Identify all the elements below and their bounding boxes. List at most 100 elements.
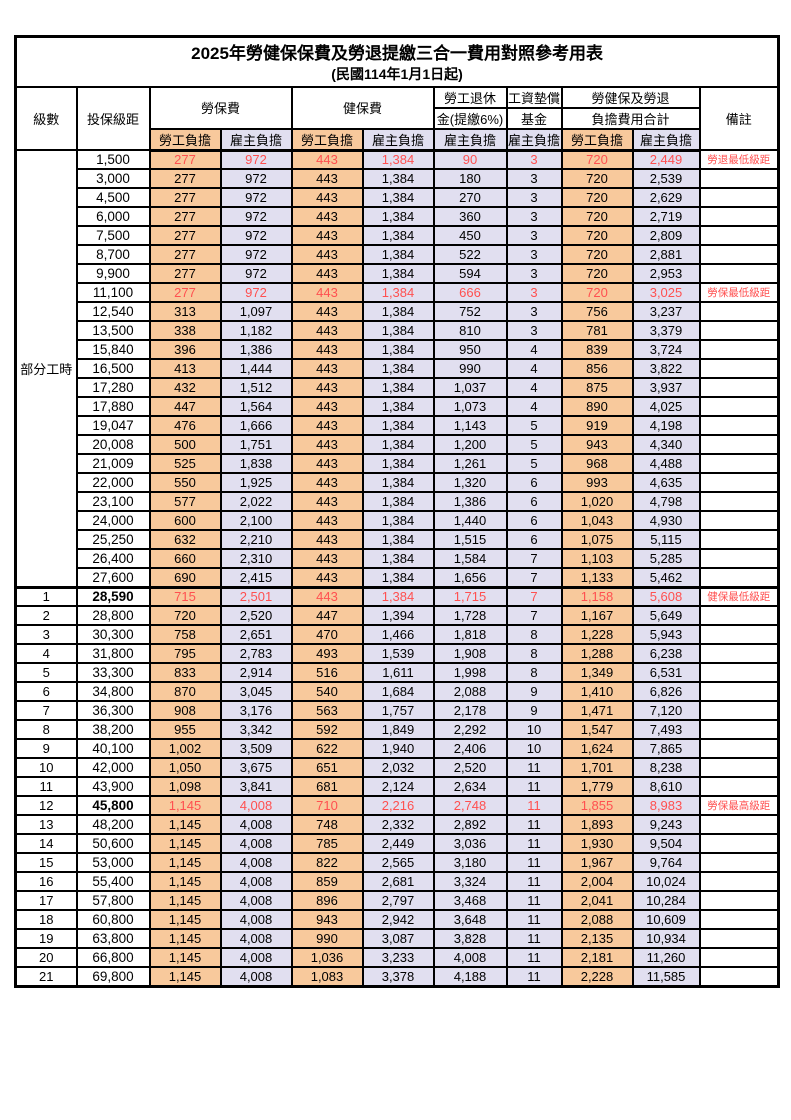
value-cell: 7,120 [631, 700, 701, 721]
value-cell: 1,512 [219, 377, 293, 398]
header-row-burden: 勞工負擔 雇主負擔 勞工負擔 雇主負擔 雇主負擔 雇主負擔 勞工負擔 雇主負擔 [16, 127, 779, 152]
table-row: 14 50,600 1,145 4,008 785 2,449 3,036 11 1,930 9,… [14, 833, 780, 854]
level-cell: 10 [14, 757, 78, 778]
value-cell: 5 [505, 453, 563, 474]
value-cell: 4,008 [219, 928, 293, 949]
value-cell: 6 [505, 491, 563, 512]
note-cell [698, 548, 780, 569]
value-cell: 1,145 [148, 871, 222, 892]
salary-cell: 45,800 [75, 795, 151, 816]
value-cell: 720 [560, 168, 634, 189]
value-cell: 277 [148, 225, 222, 246]
table-row: 6,000 277 972 443 1,384 360 3 720 2,719 [16, 206, 780, 227]
value-cell: 443 [290, 149, 364, 170]
header-hi-employee: 勞工負擔 [290, 127, 364, 152]
value-cell: 9,504 [631, 833, 701, 854]
value-cell: 972 [219, 187, 293, 208]
value-cell: 4 [505, 358, 563, 379]
value-cell: 3,045 [219, 681, 293, 702]
value-cell: 3,025 [631, 282, 701, 303]
value-cell: 9 [505, 681, 563, 702]
value-cell: 5,462 [631, 567, 701, 588]
page-title: 2025年勞健保保費及勞退提繳三合一費用對照參考用表 [191, 44, 603, 64]
value-cell: 443 [290, 358, 364, 379]
value-cell: 822 [290, 852, 364, 873]
value-cell: 3,237 [631, 301, 701, 322]
value-cell: 6,531 [631, 662, 701, 683]
value-cell: 2,100 [219, 510, 293, 531]
value-cell: 4 [505, 396, 563, 417]
salary-cell: 28,800 [75, 605, 151, 626]
salary-cell: 13,500 [75, 320, 151, 341]
value-cell: 1,386 [219, 339, 293, 360]
value-cell: 632 [148, 529, 222, 550]
table-row: 5 33,300 833 2,914 516 1,611 1,998 8 1,349 6,531 [14, 662, 780, 683]
value-cell: 1,440 [432, 510, 508, 531]
header-salary-bracket: 投保級距 [75, 85, 151, 151]
value-cell: 785 [290, 833, 364, 854]
value-cell: 2,216 [361, 795, 435, 816]
value-cell: 1,444 [219, 358, 293, 379]
value-cell: 3 [505, 263, 563, 284]
value-cell: 3,036 [432, 833, 508, 854]
header-wage-fund-line1: 工資墊償 [505, 85, 563, 109]
value-cell: 277 [148, 263, 222, 284]
value-cell: 2,022 [219, 491, 293, 512]
value-cell: 443 [290, 282, 364, 303]
value-cell: 2,651 [219, 624, 293, 645]
value-cell: 5 [505, 415, 563, 436]
salary-cell: 24,000 [75, 510, 151, 531]
value-cell: 3,180 [432, 852, 508, 873]
value-cell: 2,629 [631, 187, 701, 208]
value-cell: 1,838 [219, 453, 293, 474]
value-cell: 972 [219, 282, 293, 303]
value-cell: 476 [148, 415, 222, 436]
value-cell: 577 [148, 491, 222, 512]
header-total-employer: 雇主負擔 [631, 127, 701, 152]
value-cell: 1,384 [361, 491, 435, 512]
salary-cell: 38,200 [75, 719, 151, 740]
value-cell: 1,073 [432, 396, 508, 417]
value-cell: 1,384 [361, 529, 435, 550]
value-cell: 720 [560, 206, 634, 227]
table-row: 19,047 476 1,666 443 1,384 1,143 5 919 4,198 [16, 415, 780, 436]
value-cell: 4,198 [631, 415, 701, 436]
value-cell: 594 [432, 263, 508, 284]
value-cell: 10,609 [631, 909, 701, 930]
table-row: 部分工時 1,500 277 972 443 1,384 90 3 720 2,449 勞退最低級距 [14, 149, 780, 588]
level-cell: 20 [14, 947, 78, 968]
header-hi-employer: 雇主負擔 [361, 127, 435, 152]
salary-cell: 15,840 [75, 339, 151, 360]
salary-cell: 6,000 [75, 206, 151, 227]
salary-cell: 28,590 [75, 585, 151, 607]
table-header: 2025年勞健保保費及勞退提繳三合一費用對照參考用表 (民國114年1月1日起)… [14, 35, 780, 152]
value-cell: 7 [505, 548, 563, 569]
value-cell: 4,008 [219, 871, 293, 892]
value-cell: 710 [290, 795, 364, 816]
value-cell: 1,103 [560, 548, 634, 569]
note-cell [698, 624, 780, 645]
value-cell: 993 [560, 472, 634, 493]
table-row: 18 60,800 1,145 4,008 943 2,942 3,648 11 2,088 10… [14, 909, 780, 930]
table-row: 8 38,200 955 3,342 592 1,849 2,292 10 1,547 7,493 [14, 719, 780, 740]
value-cell: 1,384 [361, 339, 435, 360]
table-row: 19 63,800 1,145 4,008 990 3,087 3,828 11 2,135 10… [14, 928, 780, 949]
value-cell: 896 [290, 890, 364, 911]
header-level: 級數 [14, 85, 78, 151]
value-cell: 443 [290, 567, 364, 588]
value-cell: 1,143 [432, 415, 508, 436]
value-cell: 2,415 [219, 567, 293, 588]
value-cell: 3,648 [432, 909, 508, 930]
table-title-block: 2025年勞健保保費及勞退提繳三合一費用對照參考用表 (民國114年1月1日起) [14, 35, 780, 88]
salary-cell: 22,000 [75, 472, 151, 493]
value-cell: 972 [219, 225, 293, 246]
value-cell: 1,320 [432, 472, 508, 493]
value-cell: 11 [505, 966, 563, 987]
value-cell: 1,893 [560, 814, 634, 835]
level-group-cell: 部分工時 [14, 149, 78, 588]
value-cell: 277 [148, 206, 222, 227]
value-cell: 443 [290, 510, 364, 531]
value-cell: 4,008 [219, 795, 293, 816]
salary-cell: 9,900 [75, 263, 151, 284]
salary-cell: 53,000 [75, 852, 151, 873]
